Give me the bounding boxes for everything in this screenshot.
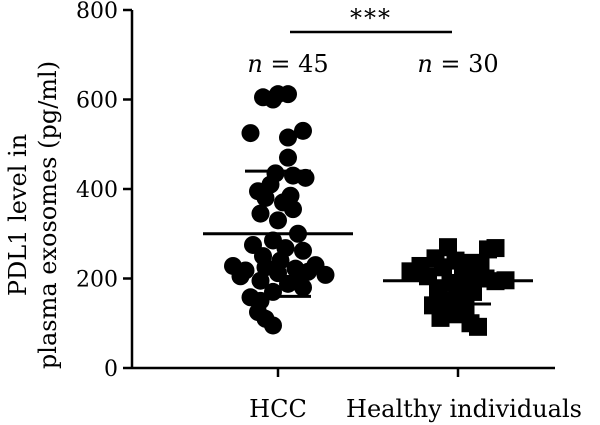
data-point-square — [446, 305, 465, 324]
data-points — [224, 85, 515, 336]
data-point-circle — [231, 267, 250, 286]
data-point-square — [479, 240, 497, 259]
data-point-square — [431, 308, 450, 327]
y-tick-label: 400 — [76, 178, 118, 203]
sample-size-value: = 45 — [263, 50, 329, 78]
mean-sd-lines — [203, 169, 533, 306]
x-ticks: HCC Healthy individuals — [249, 368, 582, 423]
data-point-circle — [264, 90, 282, 109]
y-tick-label: 200 — [76, 268, 118, 293]
data-point-circle — [264, 316, 282, 335]
data-point-circle — [251, 204, 270, 223]
data-point-circle — [241, 124, 260, 143]
data-point-circle — [279, 85, 297, 104]
annotations: ***n = 45 n = 30 — [247, 4, 498, 78]
y-tick-label: 0 — [104, 357, 118, 382]
y-axis-label-line2: plasma exosomes (pg/ml) — [34, 61, 62, 369]
y-axis-label-line1: PDL1 level in — [4, 134, 32, 296]
x-tick-label-hcc: HCC — [249, 395, 307, 423]
sample-size-value: = 30 — [433, 50, 499, 78]
sample-size-label: n = 30 — [417, 50, 498, 78]
sample-size-symbol: n — [247, 50, 262, 78]
data-point-circle — [316, 265, 335, 284]
data-point-square — [469, 317, 487, 336]
y-tick-label: 800 — [76, 0, 118, 24]
data-point-circle — [294, 241, 312, 260]
data-point-circle — [284, 200, 302, 219]
data-point-circle — [294, 278, 312, 297]
data-point-circle — [279, 274, 297, 293]
data-point-circle — [269, 211, 287, 230]
sample-size-label: n = 45 — [247, 50, 328, 78]
data-point-circle — [251, 271, 270, 290]
data-point-circle — [294, 121, 312, 140]
data-point-circle — [256, 188, 275, 207]
y-tick-label: 600 — [76, 89, 118, 114]
data-point-circle — [279, 128, 297, 147]
data-point-square — [401, 262, 420, 281]
data-point-square — [434, 258, 452, 277]
data-point-circle — [279, 148, 297, 167]
x-tick-label-healthy: Healthy individuals — [346, 395, 582, 423]
sample-size-symbol: n — [417, 50, 432, 78]
data-point-circle — [296, 168, 315, 187]
y-ticks: 0 200 400 600 800 — [76, 0, 132, 382]
significance-stars: *** — [350, 4, 392, 32]
